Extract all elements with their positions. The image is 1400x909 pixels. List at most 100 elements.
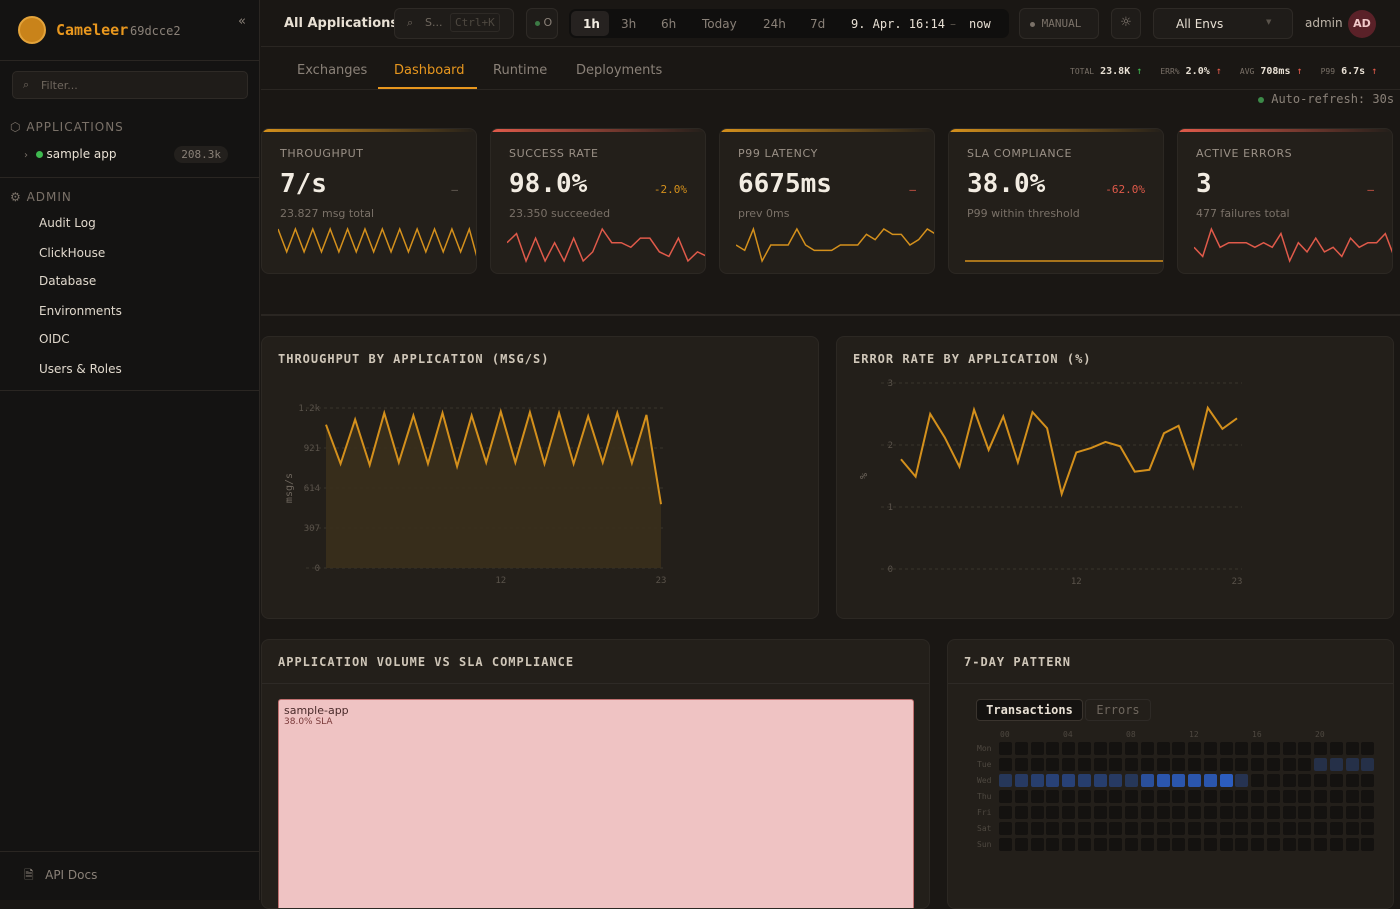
heatmap-cell[interactable] — [1031, 806, 1044, 819]
heatmap-cell[interactable] — [1267, 838, 1280, 851]
heatmap-cell[interactable] — [1314, 774, 1327, 787]
heatmap-cell[interactable] — [1015, 838, 1028, 851]
heatmap-cell[interactable] — [1298, 806, 1311, 819]
heatmap-cell[interactable] — [1267, 790, 1280, 803]
heatmap-cell[interactable] — [1204, 838, 1217, 851]
sidebar-item-audit-log[interactable]: Audit Log — [39, 216, 96, 230]
heatmap-cell[interactable] — [1015, 774, 1028, 787]
heatmap-cell[interactable] — [1094, 838, 1107, 851]
applications-section[interactable]: ⬡ APPLICATIONS — [10, 120, 124, 134]
heatmap-cell[interactable] — [1251, 742, 1264, 755]
heatmap-cell[interactable] — [1109, 774, 1122, 787]
heatmap-cell[interactable] — [1330, 742, 1343, 755]
heatmap-cell[interactable] — [1031, 742, 1044, 755]
heatmap-cell[interactable] — [999, 774, 1012, 787]
heatmap-cell[interactable] — [1157, 806, 1170, 819]
heatmap-cell[interactable] — [1015, 790, 1028, 803]
heatmap-cell[interactable] — [1109, 758, 1122, 771]
heatmap-cell[interactable] — [1361, 774, 1374, 787]
status-button[interactable]: O — [526, 8, 558, 39]
heatmap-cell[interactable] — [1283, 742, 1296, 755]
heatmap-cell[interactable] — [1062, 742, 1075, 755]
heatmap-cell[interactable] — [1314, 758, 1327, 771]
toggle-transactions[interactable]: Transactions — [976, 699, 1083, 721]
theme-toggle-button[interactable]: ☼ — [1111, 8, 1141, 39]
search-button[interactable]: ⌕ S... Ctrl+K — [394, 8, 514, 39]
heatmap-cell[interactable] — [1062, 758, 1075, 771]
heatmap-cell[interactable] — [1251, 774, 1264, 787]
heatmap-cell[interactable] — [1220, 758, 1233, 771]
heatmap-cell[interactable] — [1220, 742, 1233, 755]
heatmap-cell[interactable] — [1314, 838, 1327, 851]
heatmap-cell[interactable] — [1298, 742, 1311, 755]
avatar[interactable]: AD — [1348, 10, 1376, 38]
heatmap-cell[interactable] — [1125, 822, 1138, 835]
heatmap-cell[interactable] — [1157, 790, 1170, 803]
heatmap-cell[interactable] — [1235, 822, 1248, 835]
heatmap-cell[interactable] — [1031, 758, 1044, 771]
heatmap-cell[interactable] — [1235, 806, 1248, 819]
heatmap-cell[interactable] — [1283, 822, 1296, 835]
heatmap-cell[interactable] — [1172, 838, 1185, 851]
heatmap-cell[interactable] — [1109, 742, 1122, 755]
heatmap-cell[interactable] — [1361, 806, 1374, 819]
heatmap-cell[interactable] — [1298, 774, 1311, 787]
filter-input[interactable]: ⌕Filter... — [12, 71, 248, 99]
heatmap-cell[interactable] — [1031, 838, 1044, 851]
heatmap-cell[interactable] — [1109, 822, 1122, 835]
heatmap-cell[interactable] — [1188, 838, 1201, 851]
heatmap-cell[interactable] — [1188, 790, 1201, 803]
heatmap-cell[interactable] — [1078, 742, 1091, 755]
heatmap-cell[interactable] — [1204, 822, 1217, 835]
heatmap-cell[interactable] — [1046, 774, 1059, 787]
heatmap-cell[interactable] — [1109, 806, 1122, 819]
heatmap-cell[interactable] — [1267, 742, 1280, 755]
heatmap-cell[interactable] — [1283, 790, 1296, 803]
heatmap-cell[interactable] — [1298, 790, 1311, 803]
heatmap-cell[interactable] — [1314, 806, 1327, 819]
heatmap-cell[interactable] — [1015, 758, 1028, 771]
heatmap-cell[interactable] — [1188, 774, 1201, 787]
heatmap-cell[interactable] — [1046, 838, 1059, 851]
sidebar-item-database[interactable]: Database — [39, 274, 96, 288]
heatmap-cell[interactable] — [1330, 790, 1343, 803]
heatmap-cell[interactable] — [1141, 758, 1154, 771]
heatmap-cell[interactable] — [1188, 806, 1201, 819]
range-today[interactable]: Today — [702, 17, 737, 31]
heatmap-cell[interactable] — [1251, 822, 1264, 835]
refresh-mode-button[interactable]: MANUAL — [1019, 8, 1099, 39]
heatmap-cell[interactable] — [1330, 838, 1343, 851]
heatmap-cell[interactable] — [1314, 822, 1327, 835]
heatmap-cell[interactable] — [1283, 838, 1296, 851]
tab-deployments[interactable]: Deployments — [576, 63, 662, 78]
heatmap-cell[interactable] — [1157, 758, 1170, 771]
range-7d[interactable]: 7d — [810, 17, 825, 31]
sidebar-app-sample-app[interactable]: › sample app 208.3k — [24, 147, 228, 165]
heatmap-cell[interactable] — [1141, 774, 1154, 787]
heatmap-cell[interactable] — [1188, 742, 1201, 755]
heatmap-cell[interactable] — [1125, 758, 1138, 771]
heatmap-cell[interactable] — [1204, 806, 1217, 819]
heatmap-cell[interactable] — [1283, 758, 1296, 771]
sidebar-item-users-roles[interactable]: Users & Roles — [39, 362, 122, 376]
heatmap-cell[interactable] — [1346, 790, 1359, 803]
heatmap-cell[interactable] — [1141, 838, 1154, 851]
heatmap-cell[interactable] — [1031, 774, 1044, 787]
heatmap-cell[interactable] — [1094, 742, 1107, 755]
heatmap-cell[interactable] — [1094, 790, 1107, 803]
heatmap-cell[interactable] — [1046, 742, 1059, 755]
heatmap-cell[interactable] — [1220, 838, 1233, 851]
heatmap-cell[interactable] — [1298, 758, 1311, 771]
range-start[interactable]: 9. Apr. 16:14 — [851, 17, 945, 31]
heatmap-cell[interactable] — [1125, 742, 1138, 755]
heatmap-cell[interactable] — [1062, 838, 1075, 851]
heatmap-cell[interactable] — [1172, 806, 1185, 819]
heatmap-cell[interactable] — [1298, 822, 1311, 835]
heatmap-cell[interactable] — [1157, 822, 1170, 835]
heatmap-cell[interactable] — [999, 838, 1012, 851]
heatmap-cell[interactable] — [1157, 838, 1170, 851]
tab-runtime[interactable]: Runtime — [493, 63, 547, 78]
heatmap-cell[interactable] — [1235, 838, 1248, 851]
heatmap-cell[interactable] — [1235, 742, 1248, 755]
heatmap-cell[interactable] — [1125, 806, 1138, 819]
